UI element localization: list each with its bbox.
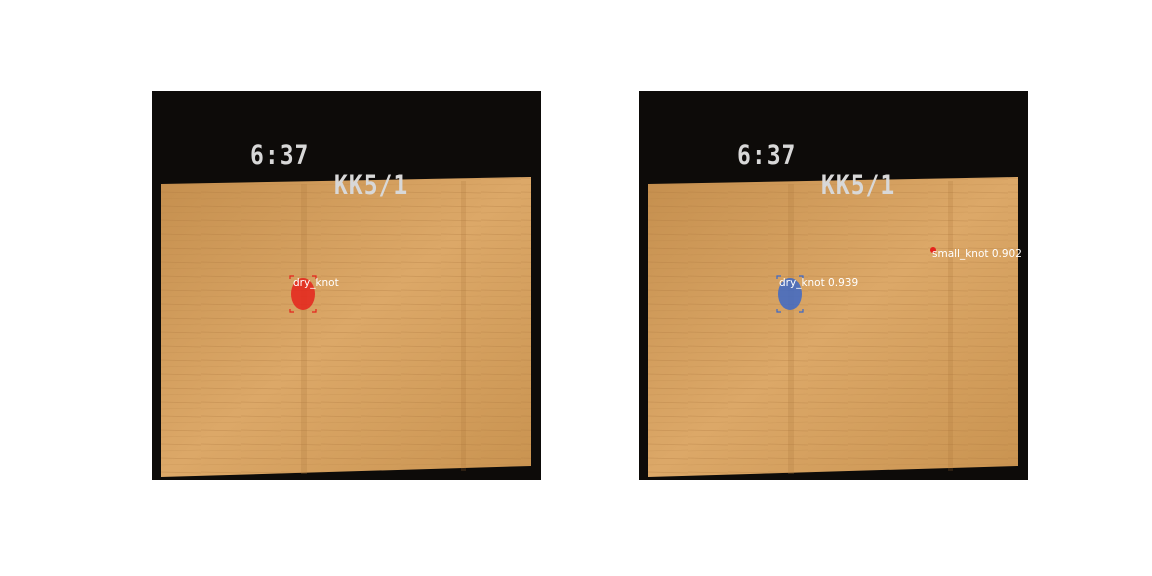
detection-label: dry_knot 0.939 (779, 277, 859, 289)
ground-truth-image: 6:37 KK5/1 dry_knot (152, 91, 541, 480)
overlay-time: 6:37 (737, 141, 797, 171)
overlay-id: KK5/1 (821, 171, 896, 201)
wood-board (648, 177, 1018, 477)
prediction-image: 6:37 KK5/1 dry_knot 0.939 small_knot 0.9… (639, 91, 1028, 480)
detection-label: dry_knot (293, 277, 339, 289)
overlay-id: KK5/1 (334, 171, 409, 201)
wood-board (161, 177, 531, 477)
dry-knot-mask (289, 275, 317, 313)
overlay-time: 6:37 (250, 141, 310, 171)
detection-label: small_knot 0.902 (932, 248, 1022, 260)
video-overlay: 6:37 KK5/1 (152, 111, 541, 231)
video-overlay: 6:37 KK5/1 (639, 111, 1028, 231)
dry-knot-mask (776, 275, 804, 313)
small-knot-mask (930, 247, 936, 253)
